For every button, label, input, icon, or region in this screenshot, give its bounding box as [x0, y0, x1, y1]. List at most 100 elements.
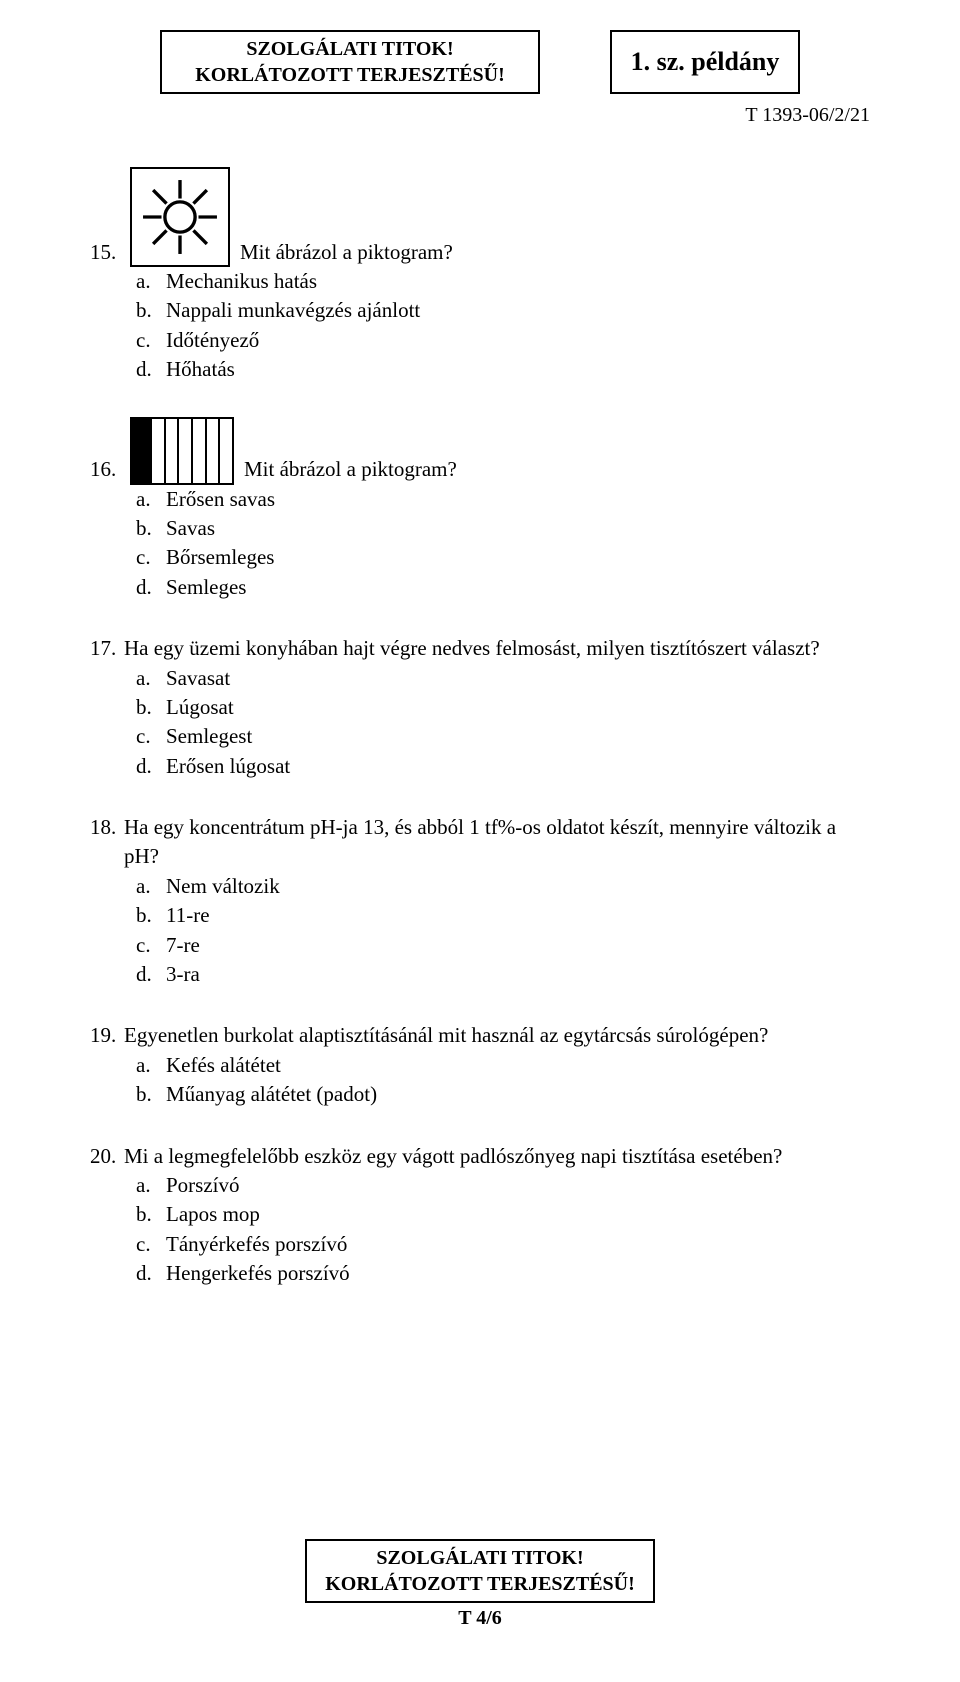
- options-list: a.Nem változik b.11-re c.7-re d.3-ra: [136, 872, 870, 990]
- option: a.Savasat: [136, 664, 870, 693]
- copy-number: 1. sz. példány: [631, 47, 780, 77]
- option-letter: a.: [136, 664, 166, 693]
- option-letter: a.: [136, 267, 166, 296]
- option-letter: b.: [136, 1080, 166, 1109]
- option-text: Savasat: [166, 664, 230, 693]
- question-line: 20. Mi a legmegfelelőbb eszköz egy vágot…: [90, 1142, 870, 1171]
- option-letter: d.: [136, 1259, 166, 1288]
- option-letter: d.: [136, 752, 166, 781]
- copy-number-box: 1. sz. példány: [610, 30, 800, 94]
- question-text: Ha egy üzemi konyhában hajt végre nedves…: [124, 634, 870, 663]
- option-letter: a.: [136, 485, 166, 514]
- option-text: Kefés alátétet: [166, 1051, 281, 1080]
- page-number: T 4/6: [90, 1605, 870, 1631]
- option: c.7-re: [136, 931, 870, 960]
- question-line: 16. Mit ábrázol a piktogram?: [90, 417, 870, 485]
- classification-box: SZOLGÁLATI TITOK! KORLÁTOZOTT TERJESZTÉS…: [160, 30, 540, 94]
- option: b.Lapos mop: [136, 1200, 870, 1229]
- question-line: 18. Ha egy koncentrátum pH-ja 13, és abb…: [90, 813, 870, 872]
- option-text: Műanyag alátétet (padot): [166, 1080, 377, 1109]
- option-text: Lapos mop: [166, 1200, 260, 1229]
- option: b.Nappali munkavégzés ajánlott: [136, 296, 870, 325]
- question-number: 20.: [90, 1142, 124, 1171]
- question-text: Egyenetlen burkolat alaptisztításánál mi…: [124, 1021, 870, 1050]
- option: c.Tányérkefés porszívó: [136, 1230, 870, 1259]
- footer-classification-box: SZOLGÁLATI TITOK! KORLÁTOZOTT TERJESZTÉS…: [305, 1539, 655, 1603]
- question-number: 16.: [90, 455, 124, 484]
- option-letter: a.: [136, 1171, 166, 1200]
- option: d.Hőhatás: [136, 355, 870, 384]
- option-text: Időtényező: [166, 326, 259, 355]
- sun-icon: [130, 167, 230, 267]
- content: 15.: [90, 167, 870, 1289]
- question-text: Ha egy koncentrátum pH-ja 13, és abból 1…: [124, 813, 870, 872]
- option-letter: b.: [136, 901, 166, 930]
- option: a.Nem változik: [136, 872, 870, 901]
- question-line: 19. Egyenetlen burkolat alaptisztításáná…: [90, 1021, 870, 1050]
- document-id: T 1393-06/2/21: [90, 104, 870, 127]
- option-text: Savas: [166, 514, 215, 543]
- question-number: 19.: [90, 1021, 124, 1050]
- option-letter: b.: [136, 514, 166, 543]
- option-text: Erősen lúgosat: [166, 752, 290, 781]
- options-list: a.Porszívó b.Lapos mop c.Tányérkefés por…: [136, 1171, 870, 1289]
- bars-icon: [130, 417, 234, 485]
- footer-classification-line-1: SZOLGÁLATI TITOK!: [325, 1545, 635, 1571]
- option-text: Erősen savas: [166, 485, 275, 514]
- option: d.Semleges: [136, 573, 870, 602]
- option-letter: d.: [136, 355, 166, 384]
- question-15: 15.: [90, 167, 870, 385]
- option: c.Bőrsemleges: [136, 543, 870, 572]
- option-letter: a.: [136, 1051, 166, 1080]
- option-text: Semleges: [166, 573, 246, 602]
- option-letter: c.: [136, 931, 166, 960]
- classification-line-2: KORLÁTOZOTT TERJESZTÉSŰ!: [178, 62, 522, 88]
- option: d.3-ra: [136, 960, 870, 989]
- option-text: Hőhatás: [166, 355, 235, 384]
- option-text: Mechanikus hatás: [166, 267, 317, 296]
- option-letter: c.: [136, 543, 166, 572]
- question-line: 15.: [90, 167, 870, 267]
- option: b.Savas: [136, 514, 870, 543]
- question-text: Mi a legmegfelelőbb eszköz egy vágott pa…: [124, 1142, 870, 1171]
- option-text: Nappali munkavégzés ajánlott: [166, 296, 420, 325]
- question-19: 19. Egyenetlen burkolat alaptisztításáná…: [90, 1021, 870, 1109]
- option: a.Erősen savas: [136, 485, 870, 514]
- question-17: 17. Ha egy üzemi konyhában hajt végre ne…: [90, 634, 870, 781]
- option-letter: b.: [136, 296, 166, 325]
- question-number: 18.: [90, 813, 124, 872]
- question-number: 15.: [90, 238, 124, 267]
- options-list: a.Mechanikus hatás b.Nappali munkavégzés…: [136, 267, 870, 385]
- footer: SZOLGÁLATI TITOK! KORLÁTOZOTT TERJESZTÉS…: [90, 1539, 870, 1631]
- option-text: Bőrsemleges: [166, 543, 274, 572]
- option-text: Nem változik: [166, 872, 280, 901]
- option-text: 11-re: [166, 901, 210, 930]
- option: a.Porszívó: [136, 1171, 870, 1200]
- question-18: 18. Ha egy koncentrátum pH-ja 13, és abb…: [90, 813, 870, 989]
- footer-classification-line-2: KORLÁTOZOTT TERJESZTÉSŰ!: [325, 1571, 635, 1597]
- option: d.Hengerkefés porszívó: [136, 1259, 870, 1288]
- option-letter: d.: [136, 960, 166, 989]
- options-list: a.Kefés alátétet b.Műanyag alátétet (pad…: [136, 1051, 870, 1110]
- option: c.Időtényező: [136, 326, 870, 355]
- question-number: 17.: [90, 634, 124, 663]
- option: b.Lúgosat: [136, 693, 870, 722]
- question-text: Mit ábrázol a piktogram?: [244, 455, 457, 484]
- option-letter: b.: [136, 1200, 166, 1229]
- options-list: a.Savasat b.Lúgosat c.Semlegest d.Erősen…: [136, 664, 870, 782]
- option-text: Hengerkefés porszívó: [166, 1259, 350, 1288]
- classification-line-1: SZOLGÁLATI TITOK!: [178, 36, 522, 62]
- option: d.Erősen lúgosat: [136, 752, 870, 781]
- option: a.Mechanikus hatás: [136, 267, 870, 296]
- option: c.Semlegest: [136, 722, 870, 751]
- question-16: 16. Mit ábrázol a piktogram? a.Erősen s: [90, 417, 870, 603]
- options-list: a.Erősen savas b.Savas c.Bőrsemleges d.S…: [136, 485, 870, 603]
- option-text: Tányérkefés porszívó: [166, 1230, 347, 1259]
- option-text: 3-ra: [166, 960, 200, 989]
- option-letter: d.: [136, 573, 166, 602]
- option-text: Lúgosat: [166, 693, 234, 722]
- question-line: 17. Ha egy üzemi konyhában hajt végre ne…: [90, 634, 870, 663]
- option-text: Semlegest: [166, 722, 252, 751]
- option-letter: a.: [136, 872, 166, 901]
- option: b.Műanyag alátétet (padot): [136, 1080, 870, 1109]
